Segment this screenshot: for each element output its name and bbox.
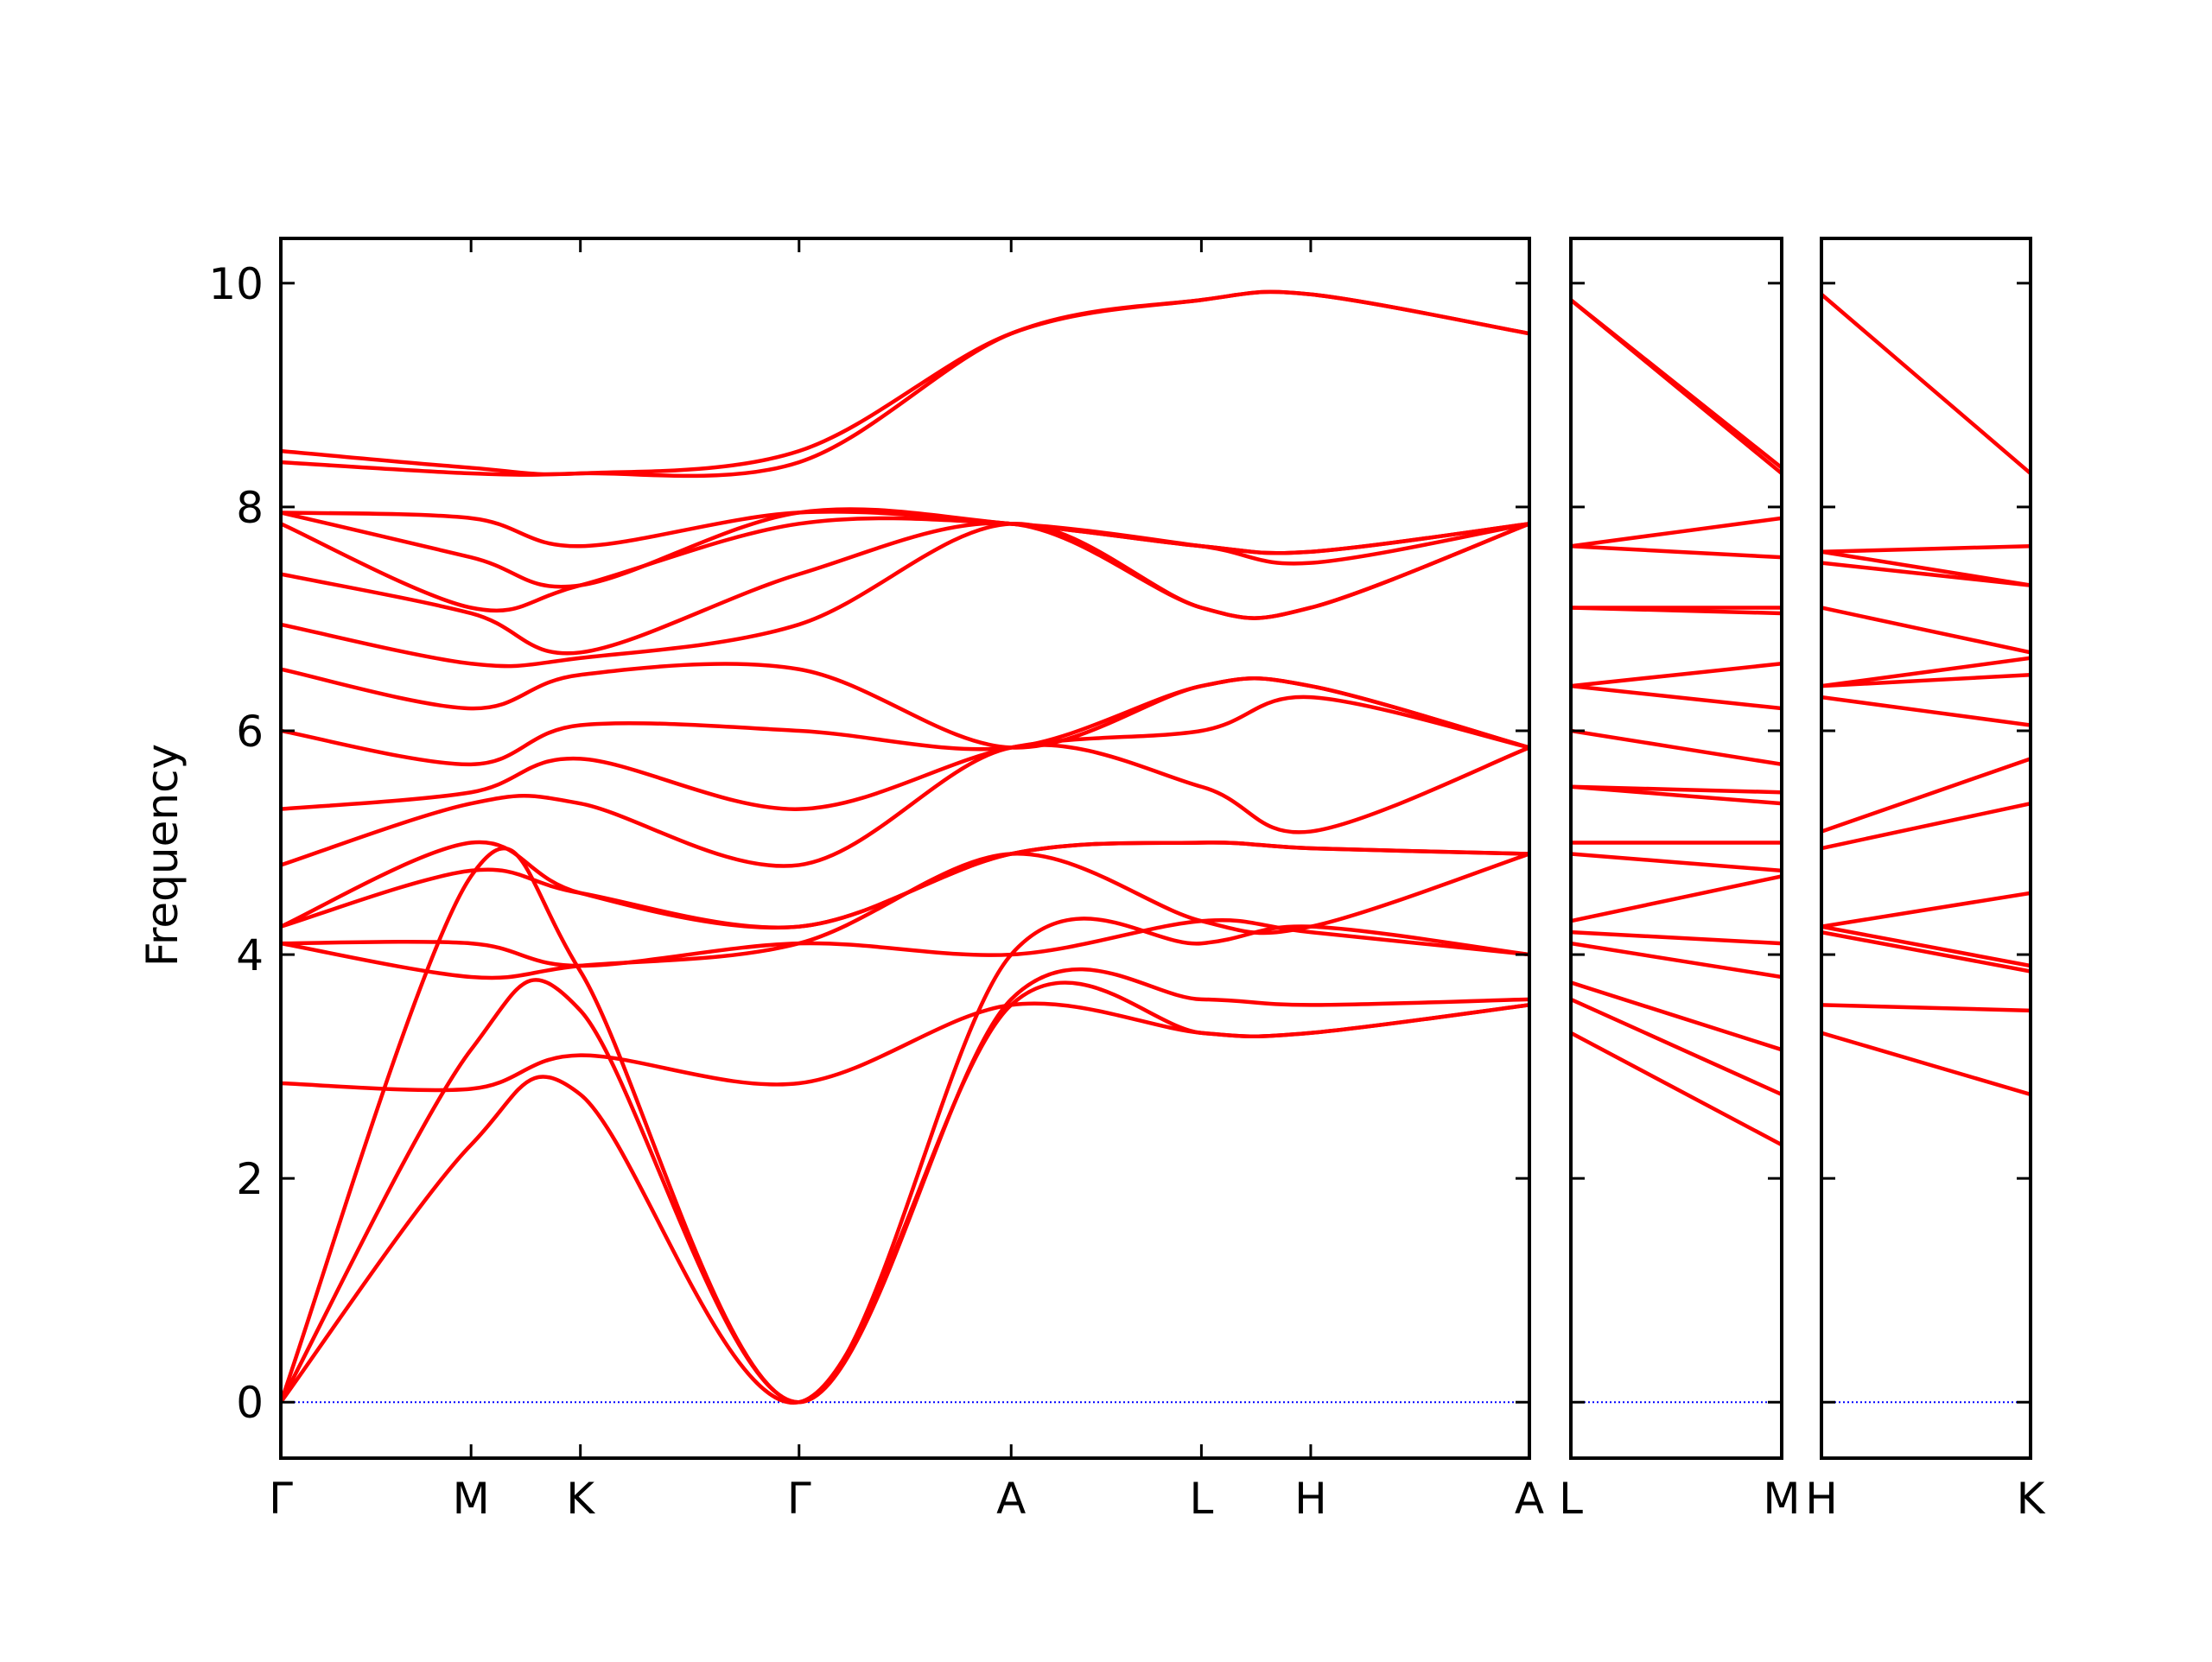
x-tick-label: Γ — [269, 1474, 293, 1524]
band-line — [1571, 941, 1782, 980]
band-line — [1821, 1031, 2031, 1097]
band-line — [281, 1001, 1529, 1093]
band-line — [281, 841, 1529, 929]
x-tick-label: M — [453, 1474, 490, 1524]
band-line — [1571, 683, 1782, 711]
band-line — [281, 743, 1529, 868]
y-tick-label: 6 — [236, 707, 264, 757]
y-tick-label: 10 — [208, 259, 264, 309]
band-line — [1571, 662, 1782, 688]
panel-frame — [1569, 237, 1783, 1460]
y-tick-label: 4 — [236, 930, 264, 980]
y-tick-label: 8 — [236, 483, 264, 533]
band-line — [1571, 874, 1782, 923]
band-line — [1821, 606, 2031, 655]
x-tick-label: K — [566, 1474, 595, 1524]
band-line — [281, 662, 1529, 750]
bands-group — [281, 289, 1529, 1405]
x-tick-label: L — [1189, 1474, 1213, 1524]
band-line — [281, 522, 1529, 669]
band-line — [281, 846, 1529, 1405]
y-tick-label: 2 — [236, 1154, 264, 1204]
band-line — [281, 510, 1529, 555]
band-line — [1571, 929, 1782, 946]
band-line — [1571, 852, 1782, 873]
band-line — [1821, 757, 2031, 834]
x-tick-label: M — [1763, 1474, 1800, 1524]
x-tick-label: Γ — [787, 1474, 811, 1524]
band-line — [281, 516, 1529, 613]
band-line — [1571, 980, 1782, 1052]
band-line — [281, 917, 1529, 968]
x-tick-label: H — [1294, 1474, 1327, 1524]
band-line — [281, 967, 1529, 1405]
band-line — [281, 695, 1529, 811]
band-line — [1821, 543, 2031, 554]
band-line — [1571, 784, 1782, 795]
band-line — [1821, 549, 2031, 587]
band-line — [1821, 292, 2031, 476]
band-line — [1571, 543, 1782, 560]
bands-group — [1571, 298, 1782, 1147]
band-line — [281, 840, 1529, 930]
band-line — [1571, 516, 1782, 549]
band-line — [1821, 801, 2031, 851]
band-line — [1821, 929, 2031, 974]
band-line — [1571, 997, 1782, 1097]
band-line — [1821, 924, 2031, 968]
band-line — [281, 289, 1529, 477]
x-tick-label: A — [1515, 1474, 1544, 1524]
band-line — [1821, 656, 2031, 688]
band-line — [281, 521, 1529, 656]
band-line — [1821, 1003, 2031, 1013]
bands-group — [1821, 292, 2031, 1097]
band-line — [1571, 298, 1782, 470]
band-line — [1821, 891, 2031, 929]
band-line — [1571, 1031, 1782, 1147]
y-tick-labels: 0 2 4 6 8 10 — [208, 259, 264, 1428]
panel-frame — [279, 237, 1531, 1460]
y-axis-label: Frequency — [137, 744, 188, 967]
x-tick-label: H — [1805, 1474, 1838, 1524]
x-tick-label: A — [996, 1474, 1026, 1524]
band-line — [1821, 695, 2031, 727]
y-tick-label: 0 — [236, 1378, 264, 1428]
x-tick-label: K — [2017, 1474, 2046, 1524]
x-tick-label: L — [1559, 1474, 1583, 1524]
panel-frame — [1820, 237, 2032, 1460]
band-line — [1571, 728, 1782, 767]
band-line — [281, 289, 1529, 479]
